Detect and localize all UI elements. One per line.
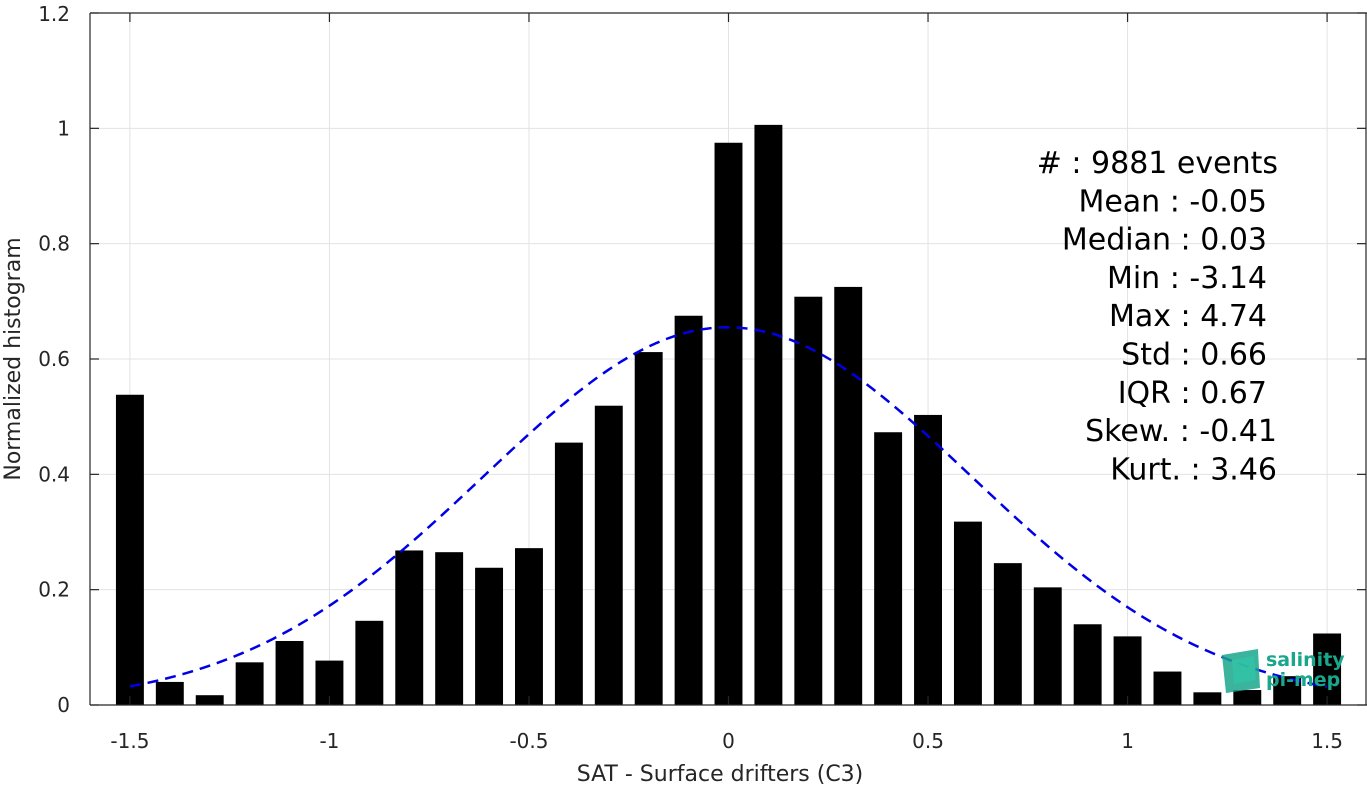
bars	[115, 124, 1342, 705]
bar-0	[115, 394, 144, 705]
logo-text-line1: salinity	[1266, 649, 1345, 671]
x-axis-label: SAT - Surface drifters (C3)	[577, 762, 864, 785]
stat-line-4: Max : 4.74	[1109, 299, 1267, 334]
x-tick-label-6: 1.5	[1311, 729, 1343, 753]
stat-line-0: # : 9881 events	[1037, 146, 1278, 181]
bar-20	[914, 414, 942, 705]
bar-18	[834, 286, 863, 705]
x-tick-label-5: 1	[1121, 729, 1134, 753]
x-tick-label-2: -0.5	[509, 729, 548, 753]
bar-26	[1153, 671, 1182, 705]
x-tick-label-4: 0.5	[912, 729, 944, 753]
bar-13	[634, 352, 663, 705]
bar-23	[1033, 587, 1062, 705]
y-tick-label-1: 0.2	[38, 578, 70, 602]
bar-30	[1313, 633, 1342, 705]
bar-6	[355, 620, 384, 705]
y-tick-label-5: 1	[57, 116, 70, 140]
stat-line-7: Skew. : -0.41	[1085, 414, 1277, 449]
y-axis-label: Normalized histogram	[1, 237, 26, 480]
gaussian-fit-curve	[129, 326, 1328, 689]
stat-line-5: Std : 0.66	[1121, 338, 1267, 373]
logo-text-line2: pi-mep	[1266, 669, 1340, 691]
y-tick-label-0: 0	[57, 693, 70, 717]
x-tick-label-0: -1.5	[110, 729, 149, 753]
bar-15	[714, 142, 743, 705]
y-tick-label-2: 0.4	[38, 462, 70, 486]
stat-line-1: Mean : -0.05	[1078, 184, 1267, 219]
bar-22	[993, 563, 1022, 705]
axes	[89, 12, 1367, 706]
bar-12	[594, 405, 623, 705]
bar-7	[395, 550, 424, 705]
bar-19	[874, 432, 903, 705]
y-tick-labels: 0 0.2 0.4 0.6 0.8 1 1.2	[38, 2, 70, 717]
bar-17	[794, 296, 823, 705]
bar-11	[554, 442, 583, 705]
bar-4	[275, 640, 304, 705]
logo: salinity pi-mep	[1222, 649, 1345, 693]
stat-line-3: Min : -3.14	[1107, 261, 1267, 296]
bar-24	[1073, 624, 1102, 705]
stat-line-2: Median : 0.03	[1062, 223, 1267, 258]
y-tick-label-4: 0.8	[38, 232, 70, 256]
x-tick-labels: -1.5 -1 -0.5 0 0.5 1 1.5	[110, 729, 1343, 753]
bar-21	[953, 521, 982, 705]
bar-9	[475, 567, 504, 705]
bar-3	[235, 662, 264, 705]
bar-27	[1193, 692, 1222, 705]
logo-shape-accent-icon	[1232, 656, 1256, 684]
y-tick-label-6: 1.2	[38, 2, 70, 26]
stat-line-8: Kurt. : 3.46	[1110, 452, 1277, 487]
bar-2	[195, 695, 224, 705]
bar-16	[754, 124, 783, 705]
stat-line-6: IQR : 0.67	[1118, 376, 1267, 411]
bar-28	[1233, 690, 1262, 705]
bar-1	[155, 681, 184, 705]
bar-14	[674, 315, 703, 705]
bar-25	[1113, 636, 1142, 705]
y-tick-label-3: 0.6	[38, 347, 70, 371]
x-tick-label-1: -1	[319, 729, 339, 753]
bar-8	[435, 552, 464, 705]
x-tick-label-3: 0	[722, 729, 735, 753]
bar-10	[515, 548, 543, 705]
